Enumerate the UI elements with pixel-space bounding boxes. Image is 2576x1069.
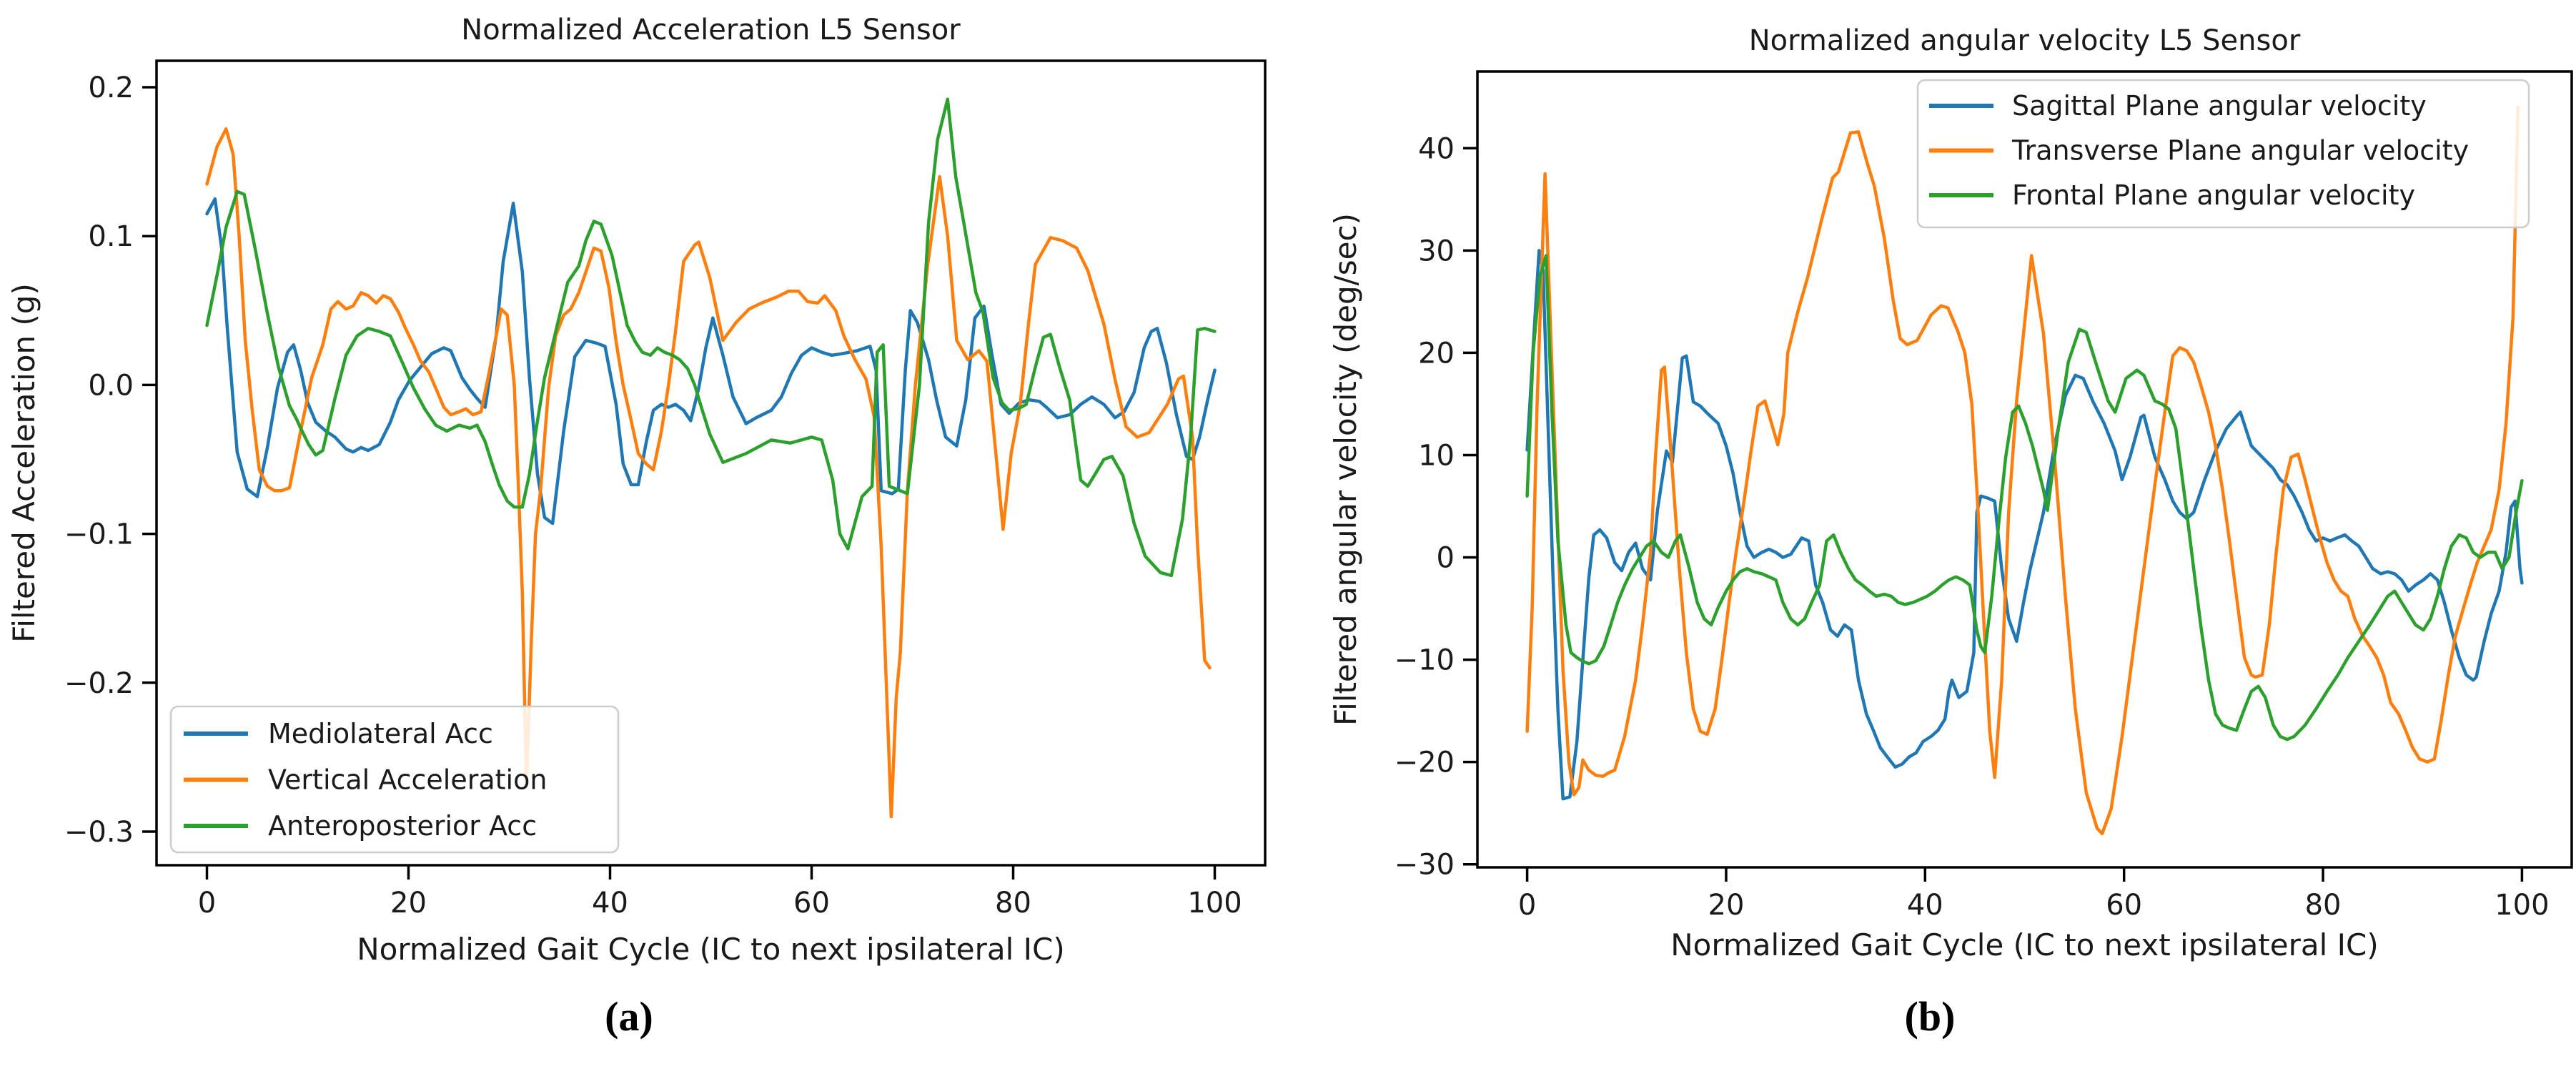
acceleration-chart: 0 20 40 60 80 100 0.2 0.1 0.0 −0.1 −0.2 −0.3 Normali… bbox=[6, 14, 1267, 967]
legend-frame bbox=[169, 705, 620, 854]
legend-item-vertical-acceleration: Vertical Acceleration bbox=[184, 764, 547, 796]
x-tick-label: 80 bbox=[2305, 889, 2342, 922]
y-tick-label: −20 bbox=[1394, 747, 1455, 779]
x-tick-label: 40 bbox=[592, 887, 628, 920]
series-line-frontal-plane-angular-velocity bbox=[1525, 254, 2524, 742]
series-line-vertical-acceleration bbox=[205, 127, 1212, 819]
plot-border bbox=[1476, 70, 2573, 869]
y-tick-label: 20 bbox=[1418, 337, 1455, 370]
subfigure-b-caption: (b) bbox=[1904, 993, 1956, 1040]
x-tick-label: 100 bbox=[1187, 887, 1242, 920]
y-tick-label: 0 bbox=[1437, 542, 1455, 575]
y-tick-label: 0.2 bbox=[88, 72, 134, 104]
x-tick-label: 60 bbox=[2106, 889, 2142, 922]
y-tick-label: −0.3 bbox=[64, 816, 134, 849]
subfigure-a-caption: (a) bbox=[605, 993, 653, 1040]
legend-label: Transverse Plane angular velocity bbox=[2011, 135, 2469, 167]
plot-title: Normalized angular velocity L5 Sensor bbox=[1749, 24, 2301, 57]
y-axis-label: Filtered Acceleration (g) bbox=[6, 283, 41, 643]
x-tick-label: 80 bbox=[995, 887, 1031, 920]
legend: Sagittal Plane angular velocity Transvers… bbox=[1916, 79, 2530, 229]
y-tick-label: −30 bbox=[1394, 849, 1455, 882]
x-tick-label: 0 bbox=[198, 887, 216, 920]
y-tick-label: −0.1 bbox=[64, 518, 134, 551]
y-tick-label: 0.1 bbox=[88, 220, 134, 253]
x-axis-label: Normalized Gait Cycle (IC to next ipsila… bbox=[357, 932, 1065, 967]
legend-label: Vertical Acceleration bbox=[268, 764, 547, 796]
x-tick-label: 40 bbox=[1907, 889, 1943, 922]
legend-item-frontal-plane-angular-velocity: Frontal Plane angular velocity bbox=[1929, 179, 2415, 211]
legend-label: Mediolateral Acc bbox=[268, 718, 493, 749]
y-tick-label: −0.2 bbox=[64, 667, 134, 700]
x-tick-label: 60 bbox=[793, 887, 830, 920]
legend-label: Anteroposterior Acc bbox=[268, 810, 537, 842]
x-tick-label: 0 bbox=[1518, 889, 1536, 922]
y-tick-label: 30 bbox=[1418, 235, 1455, 267]
legend-label: Sagittal Plane angular velocity bbox=[2012, 90, 2427, 122]
series-line-anteroposterior-acc bbox=[205, 97, 1217, 578]
x-tick-label: 20 bbox=[390, 887, 427, 920]
legend-label: Frontal Plane angular velocity bbox=[2012, 179, 2415, 211]
legend-item-mediolateral-acc: Mediolateral Acc bbox=[184, 718, 493, 749]
legend-item-sagittal-plane-angular-velocity: Sagittal Plane angular velocity bbox=[1929, 90, 2427, 122]
y-tick-label: 40 bbox=[1418, 132, 1455, 165]
angular-velocity-series bbox=[1525, 105, 2524, 836]
y-tick-label: 10 bbox=[1418, 439, 1455, 472]
legend-item-anteroposterior-acc: Anteroposterior Acc bbox=[184, 810, 537, 842]
plot-border bbox=[155, 59, 1267, 867]
legend-frame bbox=[1916, 79, 2530, 229]
legend: Mediolateral Acc Vertical Acceleration Ant… bbox=[169, 705, 620, 854]
y-tick-label: 0.0 bbox=[88, 369, 134, 402]
x-axis-label: Normalized Gait Cycle (IC to next ipsila… bbox=[1670, 927, 2379, 962]
series-line-mediolateral-acc bbox=[205, 197, 1217, 526]
x-tick-label: 20 bbox=[1708, 889, 1745, 922]
acceleration-series bbox=[205, 97, 1217, 819]
plot-title: Normalized Acceleration L5 Sensor bbox=[461, 14, 961, 46]
y-tick-label: −10 bbox=[1394, 644, 1455, 677]
y-axis-label: Filtered angular velocity (deg/sec) bbox=[1328, 213, 1363, 726]
legend-item-transverse-plane-angular-velocity: Transverse Plane angular velocity bbox=[1929, 135, 2469, 167]
x-tick-label: 100 bbox=[2495, 889, 2549, 922]
angular-velocity-chart: 0 20 40 60 80 100403020100−10−20−30Normalized… bbox=[1328, 24, 2573, 962]
